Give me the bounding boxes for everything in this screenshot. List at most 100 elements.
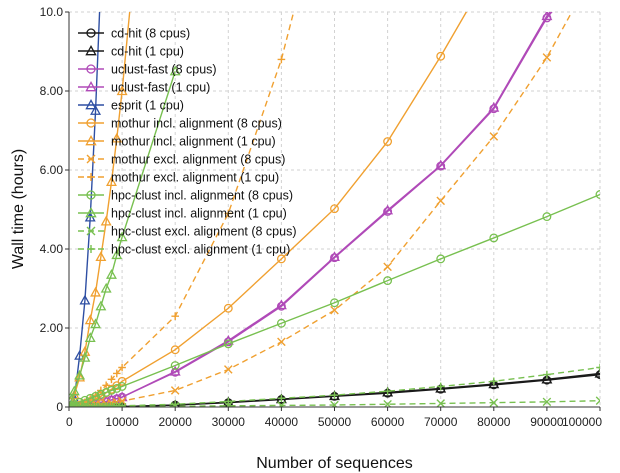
legend-item: mothur incl. alignment (1 cpu) (78, 135, 276, 149)
x-tick-label: 100000 (562, 415, 602, 429)
data-point (595, 396, 600, 405)
data-point (489, 398, 499, 407)
y-axis-label: Wall time (hours) (10, 149, 27, 269)
series-10 (69, 65, 181, 407)
data-point (118, 363, 126, 372)
data-point (90, 286, 102, 297)
data-point (112, 381, 122, 391)
data-point (277, 401, 286, 407)
x-tick-label: 60000 (371, 415, 405, 429)
data-point (90, 105, 102, 115)
data-point (330, 298, 339, 308)
x-axis-label: Number of sequences (256, 455, 413, 472)
legend-label: uclust-fast (1 cpu) (111, 81, 210, 95)
legend-swatch-marker (87, 245, 95, 253)
x-tick-label: 50000 (318, 415, 352, 429)
x-tick-label: 30000 (212, 415, 246, 429)
data-point (542, 53, 552, 62)
data-point (69, 403, 76, 407)
data-point (542, 397, 552, 407)
data-point (170, 345, 180, 355)
data-point (100, 215, 112, 226)
legend-label: hpc-clust excl. alignment (1 cpu) (111, 243, 290, 257)
data-point (101, 387, 111, 397)
data-point (224, 401, 233, 407)
legend-swatch-marker (86, 226, 96, 236)
data-point (277, 394, 286, 403)
data-point (102, 381, 110, 390)
data-point (84, 314, 96, 325)
data-point (171, 312, 179, 320)
data-point (490, 377, 498, 386)
data-point (488, 378, 500, 389)
legend-swatch-marker (87, 173, 95, 181)
data-point (277, 55, 286, 64)
data-point (69, 403, 74, 407)
data-point (170, 386, 180, 395)
legend-item: cd-hit (1 cpu) (78, 45, 184, 59)
series-line (69, 71, 176, 407)
data-point (436, 254, 446, 264)
data-point (85, 393, 95, 403)
data-point (330, 204, 339, 214)
data-point (489, 132, 499, 141)
data-point (223, 303, 233, 313)
data-point (435, 159, 447, 170)
data-point (275, 299, 287, 310)
data-point (95, 300, 107, 311)
data-point (436, 382, 445, 391)
y-tick-label: 8.00 (40, 84, 64, 98)
legend-item: cd-hit (8 cpus) (78, 27, 190, 41)
y-tick-label: 4.00 (40, 242, 64, 256)
data-point (107, 375, 116, 384)
legend-item: hpc-clust excl. alignment (1 cpu) (78, 243, 290, 257)
legend-item: mothur excl. alignment (1 cpu) (78, 171, 279, 185)
legend-label: mothur incl. alignment (1 cpu) (111, 135, 276, 149)
data-point (111, 132, 123, 143)
legend-label: esprit (1 cpu) (111, 99, 184, 113)
data-point (84, 332, 96, 343)
ticks: 0 10000 20000 30000 40000 50000 60000 70000 8000… (40, 5, 603, 429)
data-point (106, 268, 117, 279)
data-point (277, 337, 286, 347)
data-point (382, 386, 394, 397)
x-tick-label: 40000 (265, 415, 299, 429)
legend-label: cd-hit (1 cpu) (111, 45, 184, 59)
legend-swatch-marker (86, 118, 96, 128)
legend-label: hpc-clust incl. alignment (8 cpus) (111, 189, 293, 203)
data-point (79, 294, 91, 305)
data-point (276, 254, 286, 264)
legend-swatch-marker (86, 190, 96, 200)
y-tick-label: 0 (56, 400, 63, 414)
legend-swatch-marker (85, 81, 97, 92)
legend-swatch-marker (86, 28, 96, 38)
data-point (106, 176, 117, 186)
data-point (111, 249, 123, 260)
x-tick-label: 70000 (424, 415, 458, 429)
data-point (436, 51, 446, 61)
data-point (543, 370, 551, 379)
data-point (117, 376, 127, 386)
legend-swatch-marker (85, 45, 97, 56)
y-tick-label: 10.0 (40, 5, 64, 19)
legend-item: hpc-clust excl. alignment (8 cpus) (78, 225, 297, 239)
series-line (69, 399, 600, 407)
legend-swatch-marker (85, 99, 97, 110)
data-point (95, 251, 107, 262)
data-point (383, 387, 392, 395)
x-tick-label: 80000 (477, 415, 511, 429)
data-point (69, 385, 80, 396)
data-point (330, 305, 339, 315)
legend-swatch-marker (86, 154, 96, 164)
legend-label: mothur excl. alignment (1 cpu) (111, 171, 279, 185)
data-point (435, 382, 447, 393)
data-point (118, 402, 126, 407)
legend: cd-hit (8 cpus) cd-hit (1 cpu) uclust-fast… (78, 27, 297, 257)
data-point (74, 369, 86, 380)
x-tick-label: 90000 (530, 415, 564, 429)
data-point (383, 137, 393, 147)
data-point (169, 65, 181, 76)
data-point (436, 399, 445, 407)
data-point (329, 251, 340, 262)
